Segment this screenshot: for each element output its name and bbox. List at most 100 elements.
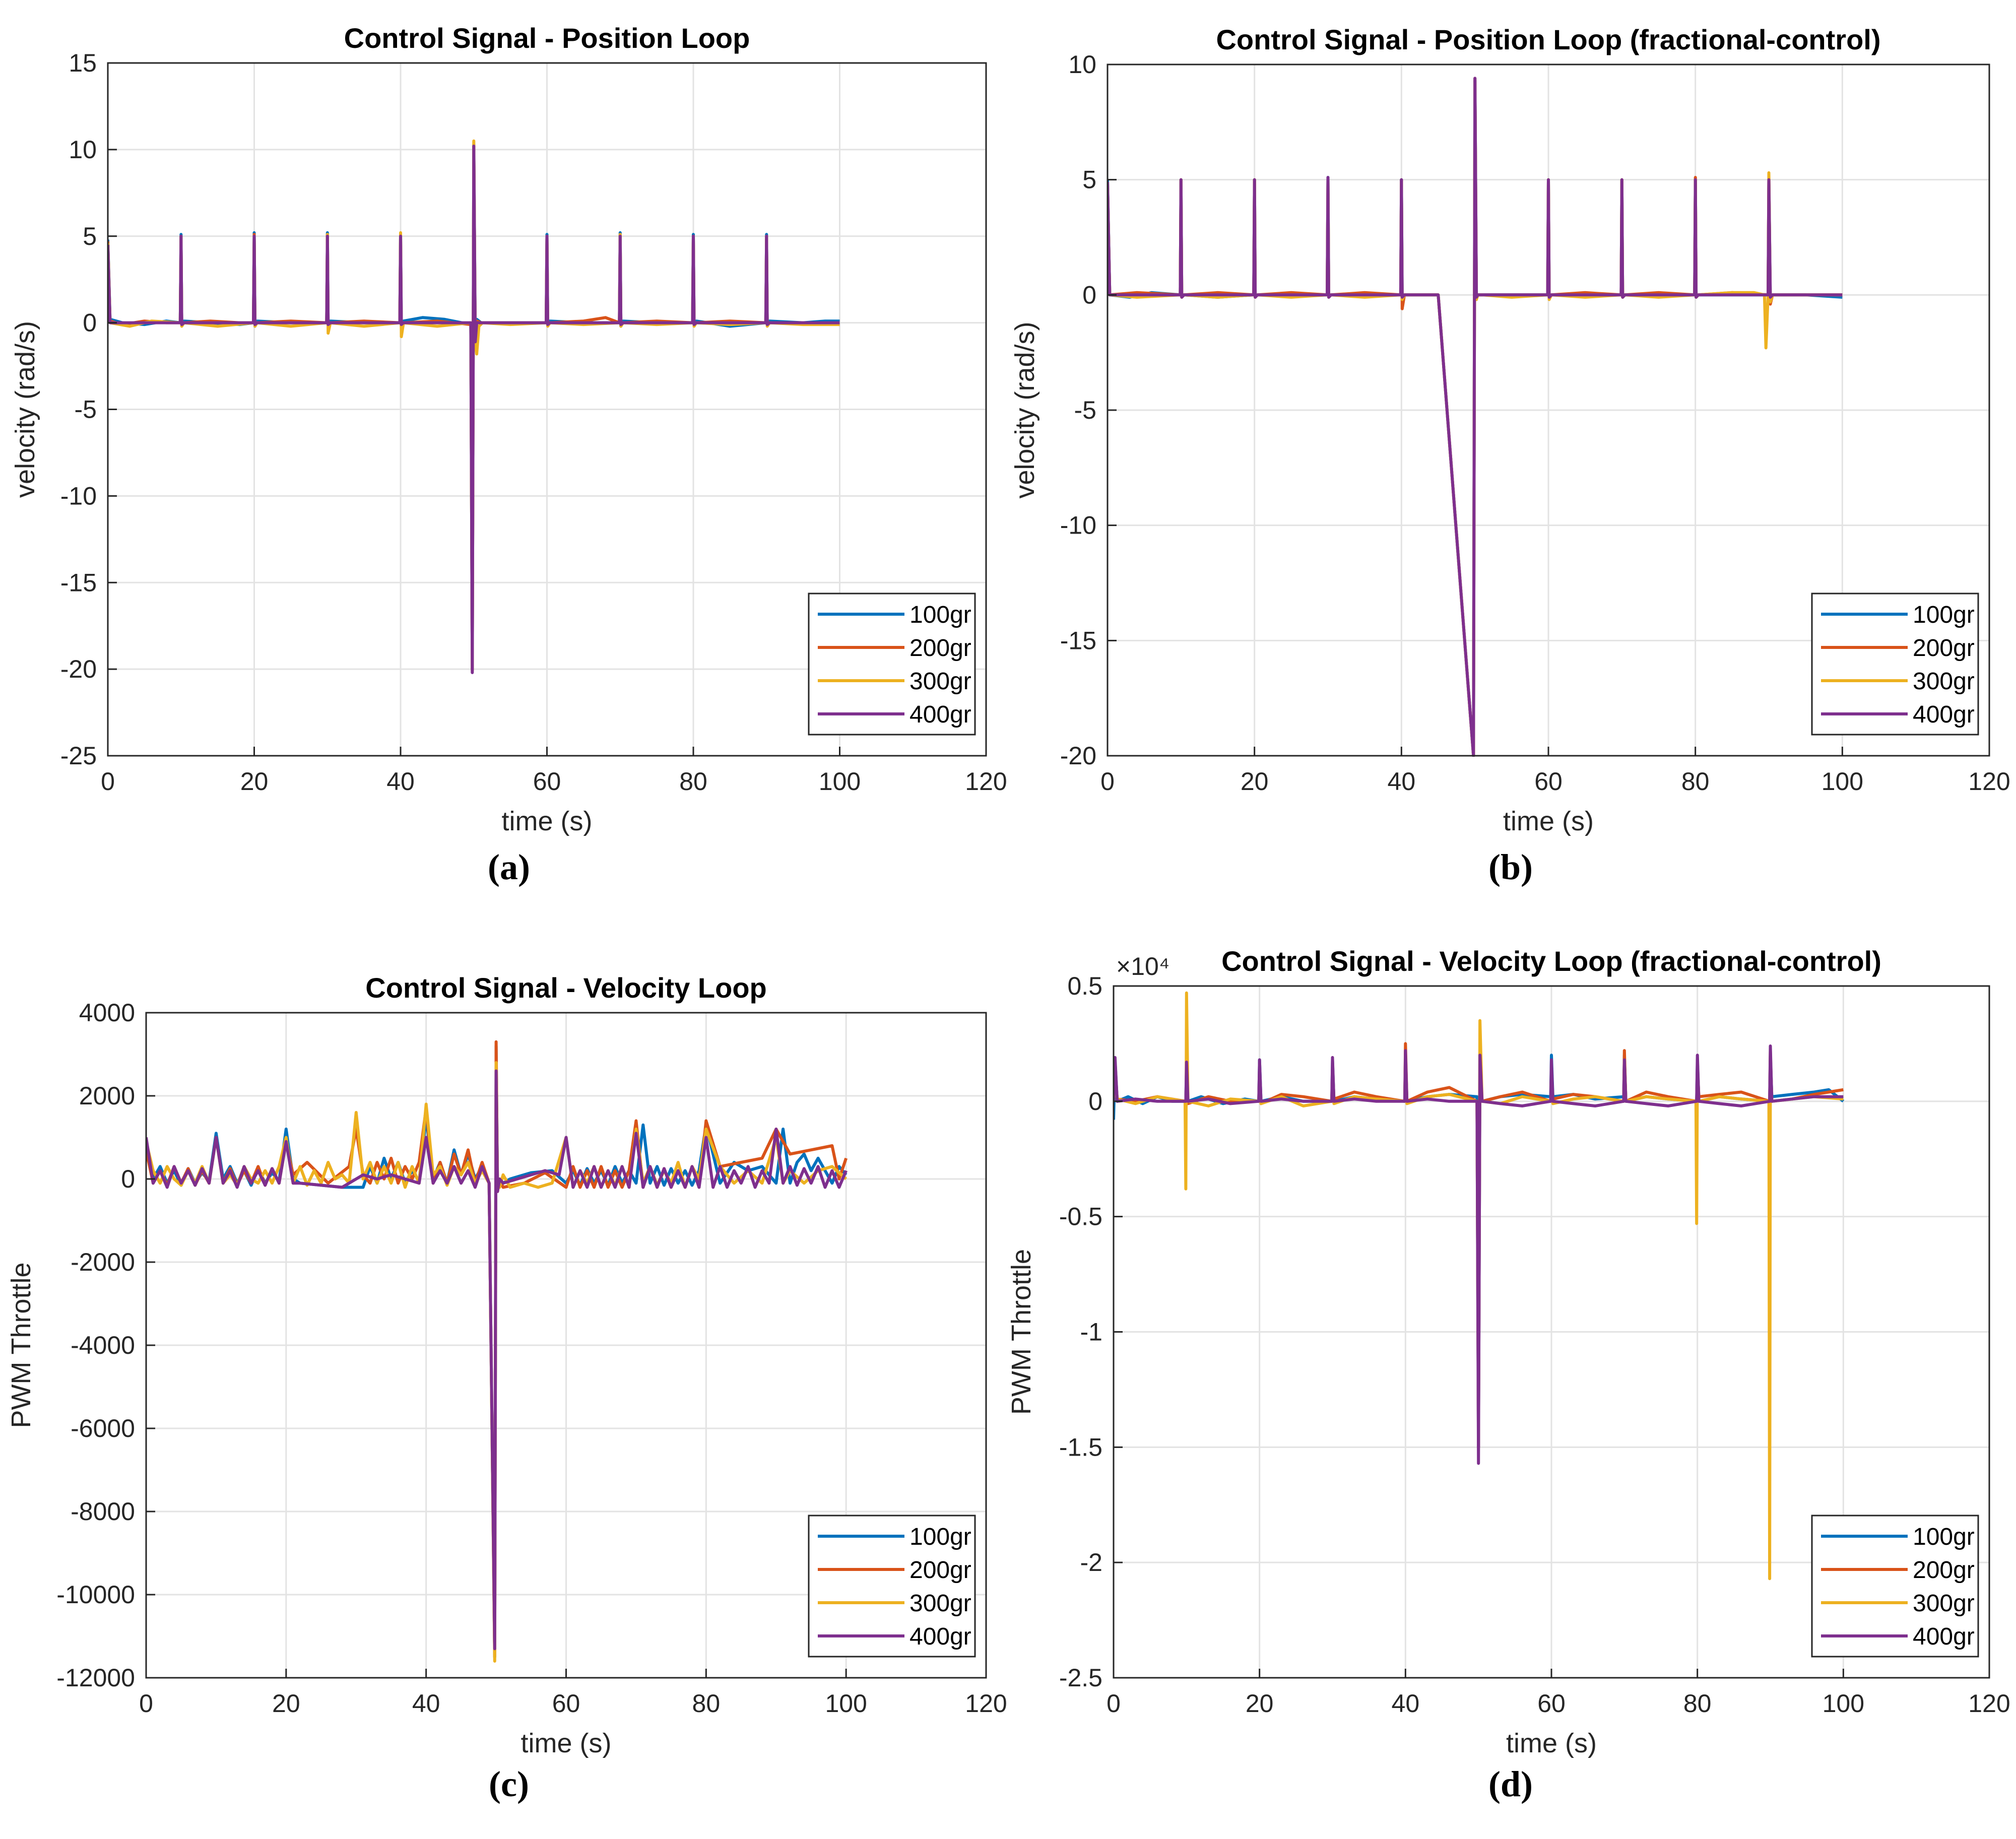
y-tick-label: -6000 — [71, 1414, 135, 1442]
chart-title: Control Signal - Velocity Loop (fraction… — [1221, 945, 1881, 977]
legend-label: 400gr — [909, 701, 971, 728]
y-tick-label: 4000 — [79, 999, 135, 1027]
x-tick-label: 40 — [1392, 1689, 1420, 1718]
y-tick-label: -20 — [1060, 742, 1096, 770]
x-tick-label: 0 — [1107, 1689, 1121, 1718]
chart-title: Control Signal - Position Loop (fraction… — [1216, 24, 1880, 55]
x-tick-label: 20 — [272, 1689, 300, 1718]
exponent-label: ×10⁴ — [1116, 952, 1169, 980]
x-tick-label: 0 — [101, 767, 115, 796]
legend-box — [1811, 1515, 1979, 1658]
x-axis-label: time (s) — [1503, 806, 1594, 836]
y-axis-label: velocity (rad/s) — [10, 321, 40, 498]
y-tick-label: 0.5 — [1067, 972, 1102, 1000]
panel-caption: (a) — [488, 847, 530, 887]
y-tick-label: 0 — [83, 309, 97, 337]
x-tick-label: 40 — [412, 1689, 440, 1718]
legend-label: 200gr — [909, 635, 971, 662]
series-line-400gr — [108, 145, 840, 674]
y-tick-label: -2 — [1080, 1548, 1102, 1577]
legend-box — [1811, 593, 1979, 736]
y-tick-label: -25 — [60, 742, 97, 770]
legend-label: 200gr — [909, 1557, 971, 1584]
y-tick-label: 0 — [1088, 1087, 1102, 1115]
chart-panel-d: 0 20 40 60 80 100 120 -2.5 -2 -1.5 -1 -0.5 0 0.5 ×10⁴ C… — [1006, 945, 2010, 1758]
y-tick-label: 0 — [1082, 281, 1096, 309]
y-tick-label: -20 — [60, 655, 97, 683]
y-tick-label: -0.5 — [1059, 1203, 1102, 1231]
x-tick-label: 80 — [1681, 767, 1710, 796]
x-tick-label: 80 — [692, 1689, 721, 1718]
y-tick-label: 2000 — [79, 1082, 135, 1110]
legend-label: 200gr — [1913, 1557, 1975, 1584]
legend-label: 300gr — [1913, 1590, 1975, 1617]
panel-caption: (b) — [1488, 847, 1533, 887]
y-axis-label: velocity (rad/s) — [1010, 321, 1040, 498]
chart-panel-a: 0 20 40 60 80 100 120 -25 -20 -15 -10 -5 0 5 10 15 Contr… — [10, 22, 1007, 836]
x-axis-label: time (s) — [1506, 1728, 1597, 1758]
legend-box — [808, 593, 976, 736]
legend: 100gr 200gr 300gr 400gr — [808, 1515, 976, 1658]
series-group — [1108, 77, 1843, 757]
legend-label: 400gr — [1913, 1623, 1975, 1650]
y-tick-label: 0 — [121, 1165, 135, 1193]
legend-label: 400gr — [909, 1623, 971, 1650]
legend-label: 300gr — [1913, 668, 1975, 695]
series-group — [1114, 991, 1845, 1581]
y-tick-label: -5 — [75, 396, 97, 424]
legend: 100gr 200gr 300gr 400gr — [808, 593, 976, 736]
x-tick-label: 120 — [965, 1689, 1007, 1718]
x-tick-label: 0 — [1100, 767, 1115, 796]
x-tick-label: 80 — [1683, 1689, 1712, 1718]
legend-label: 300gr — [909, 668, 971, 695]
y-tick-label: -15 — [60, 568, 97, 597]
y-tick-label: 10 — [1068, 50, 1096, 79]
x-tick-label: 20 — [1246, 1689, 1274, 1718]
y-tick-label: -1.5 — [1059, 1433, 1102, 1461]
y-axis-label: PWM Throttle — [1006, 1249, 1036, 1415]
y-tick-label: -10 — [1060, 511, 1096, 540]
x-tick-label: 20 — [1241, 767, 1269, 796]
x-tick-label: 40 — [1388, 767, 1416, 796]
y-tick-label: -15 — [1060, 626, 1096, 654]
chart-title: Control Signal - Velocity Loop — [365, 972, 766, 1004]
legend-label: 100gr — [1913, 1524, 1975, 1550]
x-tick-label: 80 — [679, 767, 707, 796]
y-tick-label: 10 — [69, 136, 97, 164]
x-tick-label: 120 — [1968, 1689, 2010, 1718]
series-group — [108, 139, 840, 674]
x-tick-label: 100 — [825, 1689, 867, 1718]
x-tick-label: 0 — [139, 1689, 153, 1718]
series-line-400gr — [146, 1069, 848, 1651]
y-axis-label: PWM Throttle — [6, 1262, 36, 1428]
y-tick-label: 5 — [1082, 166, 1096, 194]
x-tick-label: 100 — [1823, 1689, 1864, 1718]
x-tick-label: 60 — [1534, 767, 1563, 796]
y-tick-label: 5 — [83, 222, 97, 250]
series-group — [146, 1040, 848, 1663]
legend: 100gr 200gr 300gr 400gr — [1811, 593, 1979, 736]
chart-title: Control Signal - Position Loop — [344, 22, 750, 54]
y-tick-label: -1 — [1080, 1318, 1102, 1346]
x-tick-label: 100 — [819, 767, 861, 796]
y-tick-label: 15 — [69, 49, 97, 77]
y-tick-label: -4000 — [71, 1331, 135, 1359]
x-tick-label: 120 — [1968, 767, 2010, 796]
series-line-300gr — [146, 1061, 848, 1663]
legend: 100gr 200gr 300gr 400gr — [1811, 1515, 1979, 1658]
series-line-400gr — [1108, 77, 1843, 757]
x-tick-label: 100 — [1822, 767, 1863, 796]
chart-panel-b: 0 20 40 60 80 100 120 -20 -15 -10 -5 0 5 10 Control Si… — [1010, 24, 2010, 836]
legend-label: 100gr — [909, 602, 971, 628]
legend-label: 300gr — [909, 1590, 971, 1617]
y-tick-label: -10 — [60, 482, 97, 510]
x-tick-label: 120 — [965, 767, 1007, 796]
x-tick-label: 60 — [1537, 1689, 1566, 1718]
x-tick-label: 20 — [240, 767, 269, 796]
x-axis-label: time (s) — [521, 1728, 612, 1758]
legend-label: 100gr — [1913, 602, 1975, 628]
panel-caption: (c) — [489, 1764, 529, 1804]
legend-label: 200gr — [1913, 635, 1975, 662]
y-tick-label: -8000 — [71, 1497, 135, 1526]
